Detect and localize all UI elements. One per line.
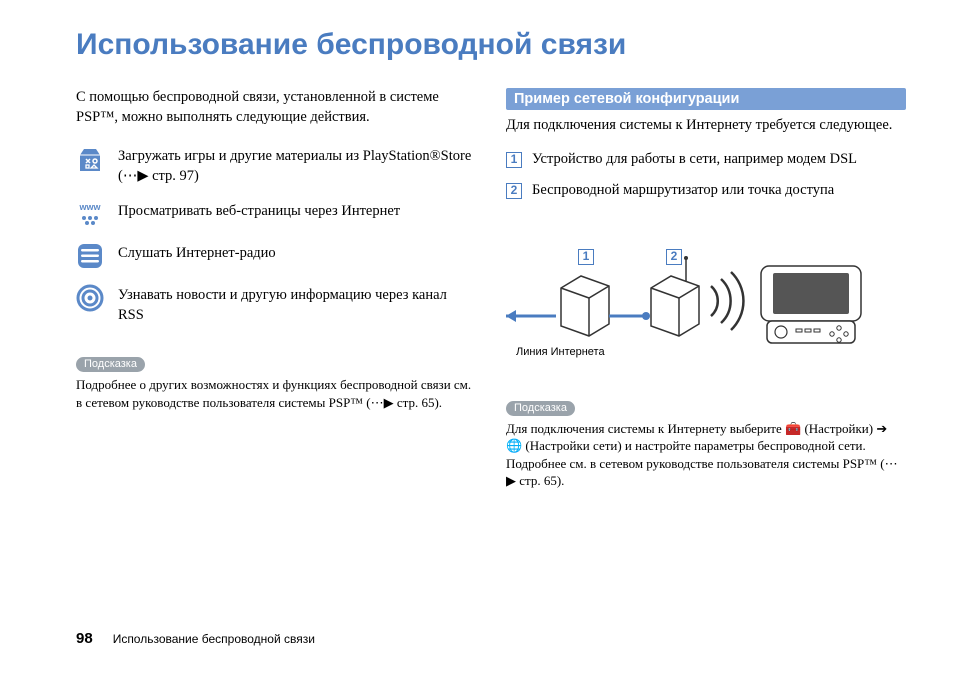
feature-item: Загружать игры и другие материалы из Pla…	[76, 145, 476, 186]
numbered-text: Беспроводной маршрутизатор или точка дос…	[532, 181, 834, 201]
diagram-caption: Линия Интернета	[516, 346, 605, 358]
feature-text: Загружать игры и другие материалы из Pla…	[118, 145, 476, 186]
left-column: С помощью беспроводной связи, установлен…	[76, 88, 476, 411]
number-box: 1	[506, 152, 522, 168]
hint-badge: Подсказка	[76, 357, 145, 372]
numbered-item: 1 Устройство для работы в сети, например…	[506, 150, 906, 170]
feature-text: Слушать Интернет-радио	[118, 242, 276, 264]
page-number: 98	[76, 630, 93, 647]
feature-item: Слушать Интернет-радио	[76, 242, 476, 270]
feature-list: Загружать игры и другие материалы из Pla…	[76, 145, 476, 325]
svg-text:www: www	[78, 202, 101, 212]
numbered-list: 1 Устройство для работы в сети, например…	[506, 150, 906, 201]
footer-text: Использование беспроводной связи	[113, 632, 315, 646]
section-intro: Для подключения системы к Интернету треб…	[506, 116, 906, 136]
hint-right-text: Для подключения системы к Интернету выбе…	[506, 420, 906, 490]
numbered-item: 2 Беспроводной маршрутизатор или точка д…	[506, 181, 906, 201]
www-icon: www	[76, 200, 104, 228]
rss-icon	[76, 284, 104, 312]
numbered-text: Устройство для работы в сети, например м…	[532, 150, 857, 170]
ps-store-icon	[76, 145, 104, 173]
page-footer: 98 Использование беспроводной связи	[76, 630, 315, 647]
feature-item: Узнавать новости и другую информацию чер…	[76, 284, 476, 325]
number-box: 2	[506, 183, 522, 199]
section-heading: Пример сетевой конфигурации	[506, 88, 906, 110]
radio-icon	[76, 242, 104, 270]
diagram-label-1: 1	[578, 249, 594, 265]
hint-left-text: Подробнее о других возможностях и функци…	[76, 376, 476, 411]
diagram-label-2: 2	[666, 249, 682, 265]
network-diagram: 1 2 Линия Интернета	[506, 231, 876, 371]
hint-badge: Подсказка	[506, 401, 575, 416]
page-title: Использование беспроводной связи	[76, 28, 626, 62]
feature-text: Просматривать веб-страницы через Интерне…	[118, 200, 400, 222]
feature-item: www Просматривать веб-страницы через Инт…	[76, 200, 476, 228]
right-column: Пример сетевой конфигурации Для подключе…	[506, 88, 906, 490]
intro-text: С помощью беспроводной связи, установлен…	[76, 88, 476, 127]
feature-text: Узнавать новости и другую информацию чер…	[118, 284, 476, 325]
